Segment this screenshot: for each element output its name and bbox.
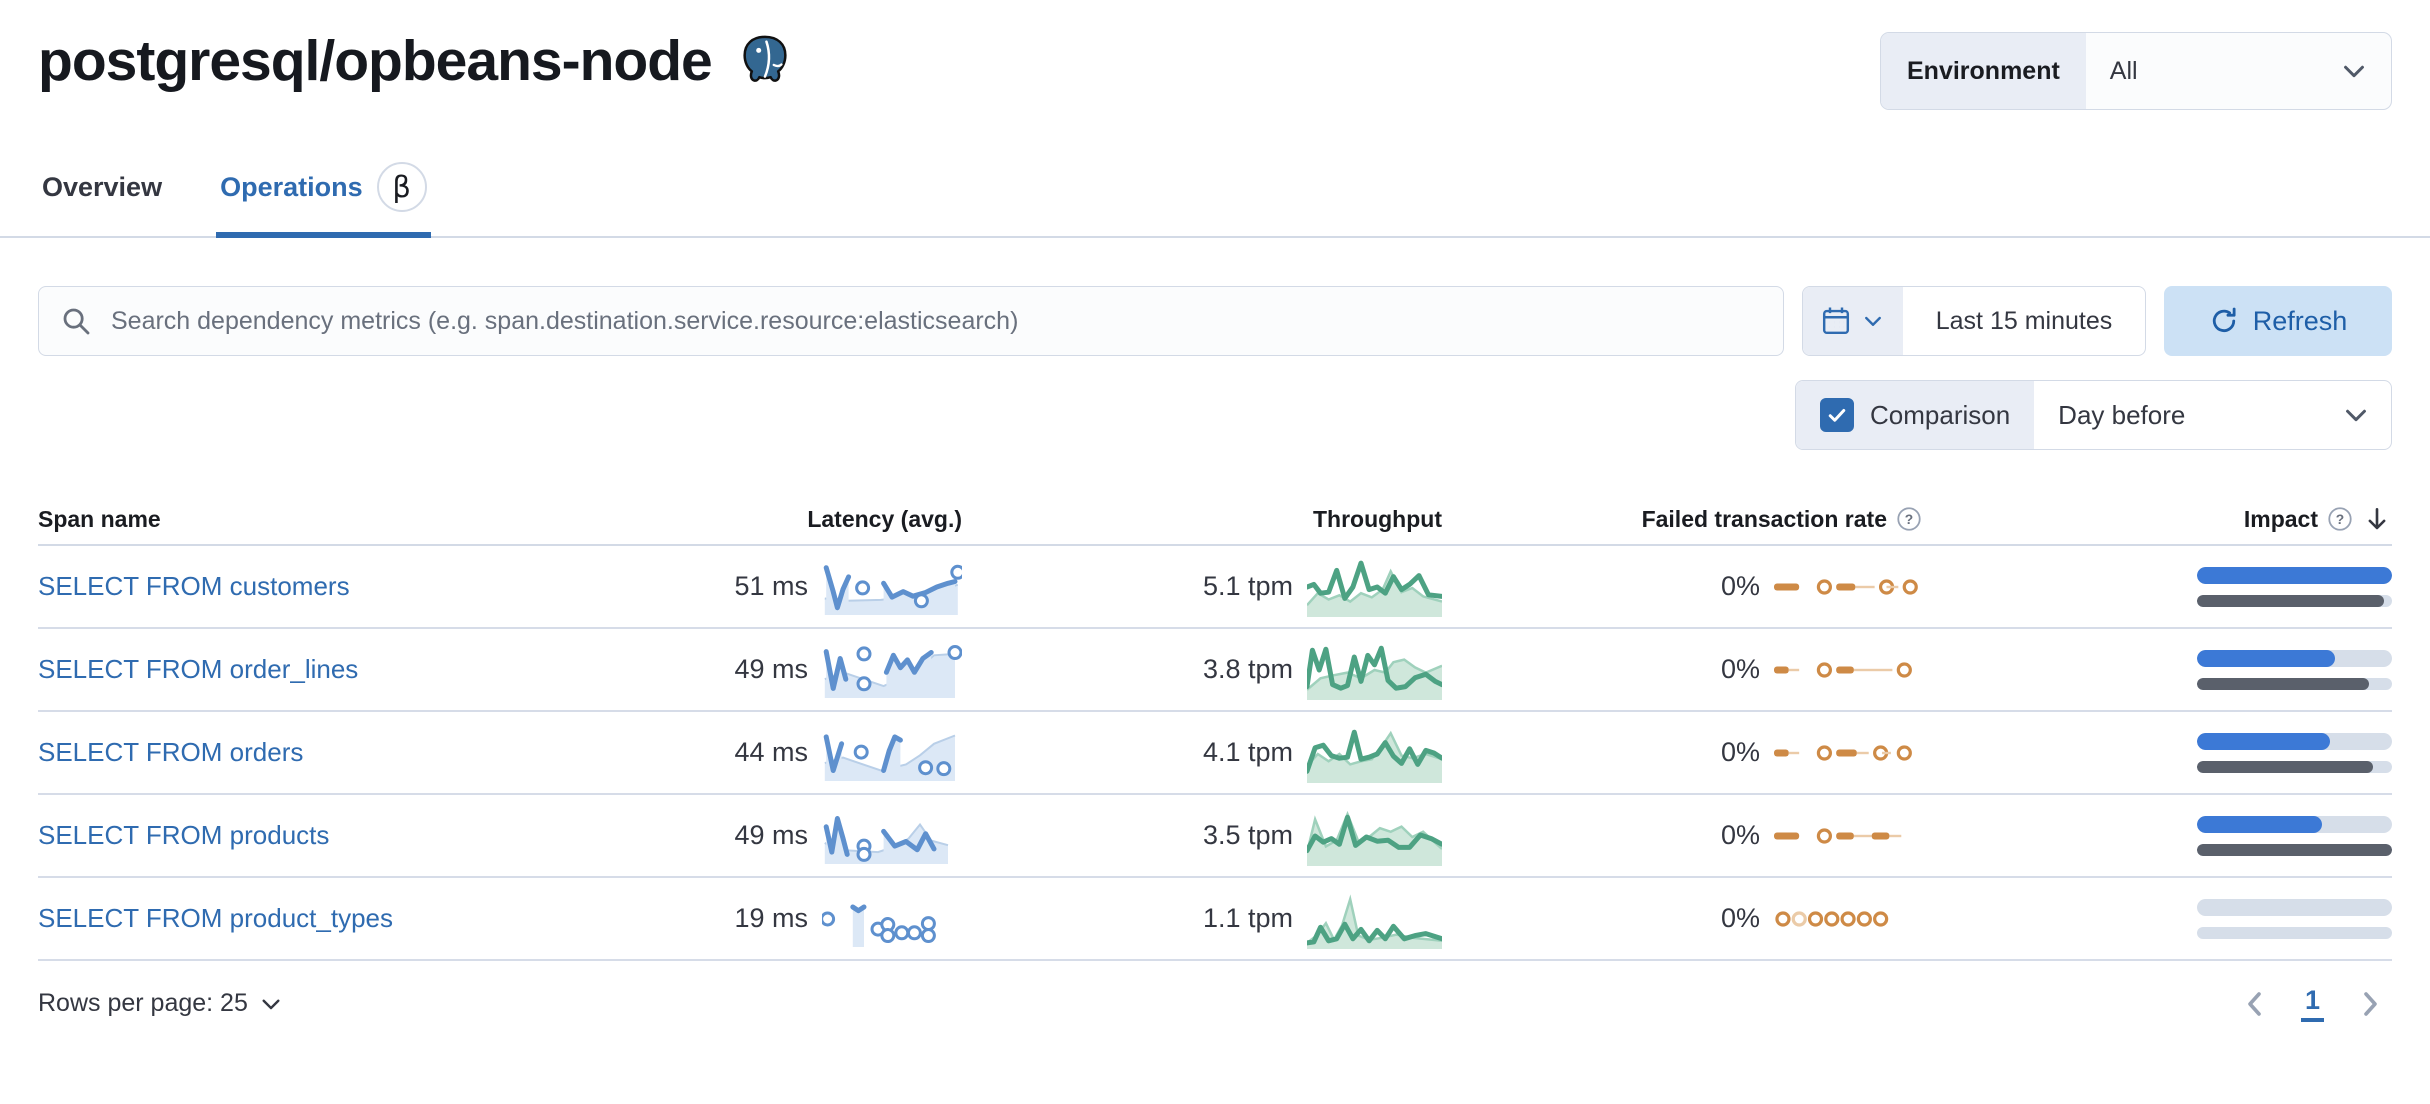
- failed-rate-sparkline: [1774, 827, 1902, 844]
- failed-rate-sparkline: [1774, 578, 1918, 595]
- tabs-bar: Overview Operations β: [0, 144, 2430, 238]
- operations-table: Span name Latency (avg.) Throughput Fail…: [38, 494, 2392, 961]
- environment-label: Environment: [1881, 33, 2086, 109]
- search-icon: [60, 305, 92, 337]
- impact-bars: [2197, 566, 2392, 607]
- pagination: 1: [2239, 985, 2392, 1022]
- tab-operations[interactable]: Operations β: [216, 144, 431, 238]
- comparison-checkbox[interactable]: [1820, 398, 1854, 432]
- throughput-value: 5.1 tpm: [1202, 571, 1293, 601]
- throughput-sparkline: [1307, 560, 1442, 617]
- throughput-value: 1.1 tpm: [1202, 903, 1293, 933]
- chevron-down-icon: [2339, 33, 2391, 109]
- throughput-value: 3.8 tpm: [1202, 654, 1293, 684]
- table-row: SELECT FROM customers 51 ms 5.1 tpm 0%: [38, 546, 2392, 629]
- throughput-sparkline: [1307, 645, 1442, 700]
- calendar-icon: [1821, 306, 1851, 336]
- latency-sparkline: [823, 815, 949, 864]
- column-header-throughput[interactable]: Throughput: [1312, 505, 1442, 532]
- failed-rate-sparkline: [1774, 661, 1912, 678]
- throughput-sparkline: [1307, 729, 1442, 783]
- span-name-link[interactable]: SELECT FROM product_types: [38, 903, 393, 933]
- page-header: postgresql/opbeans-node Environment All: [38, 28, 2392, 110]
- column-header-latency[interactable]: Latency (avg.): [807, 505, 962, 532]
- impact-bars: [2197, 732, 2392, 773]
- sort-descending-icon: [2362, 504, 2392, 534]
- span-name-link[interactable]: SELECT FROM customers: [38, 571, 350, 601]
- beta-badge: β: [376, 162, 427, 212]
- failed-rate-sparkline: [1774, 744, 1912, 761]
- environment-value: All: [2109, 56, 2138, 85]
- search-input[interactable]: [38, 286, 1784, 356]
- latency-value: 44 ms: [734, 737, 808, 767]
- failed-rate-value: 0%: [1720, 903, 1760, 933]
- comparison-toolbar: Comparison Day before: [38, 380, 2392, 450]
- tab-overview[interactable]: Overview: [42, 171, 163, 202]
- impact-bars: [2197, 815, 2392, 856]
- svg-text:?: ?: [2336, 511, 2344, 527]
- table-row: SELECT FROM product_types 19 ms 1.1 tpm …: [38, 878, 2392, 961]
- date-picker-calendar-button[interactable]: [1803, 287, 1903, 355]
- environment-select[interactable]: Environment All: [1880, 32, 2392, 110]
- table-row: SELECT FROM products 49 ms 3.5 tpm 0%: [38, 795, 2392, 878]
- comparison-label: Comparison: [1870, 399, 2011, 430]
- span-name-link[interactable]: SELECT FROM products: [38, 820, 330, 850]
- chevron-down-icon: [2341, 400, 2371, 430]
- next-page-button[interactable]: [2354, 988, 2386, 1020]
- rows-per-page-button[interactable]: Rows per page: 25: [38, 989, 284, 1018]
- table-footer: Rows per page: 25 1: [38, 985, 2392, 1022]
- failed-rate-value: 0%: [1720, 571, 1760, 601]
- latency-sparkline: [823, 644, 962, 698]
- toolbar: Last 15 minutes Refresh: [38, 286, 2392, 356]
- date-picker: Last 15 minutes: [1802, 286, 2146, 356]
- help-icon: ?: [1896, 506, 1922, 532]
- throughput-sparkline: [1307, 810, 1442, 866]
- span-name-link[interactable]: SELECT FROM order_lines: [38, 654, 359, 684]
- failed-rate-sparkline: [1775, 910, 1889, 927]
- throughput-value: 3.5 tpm: [1202, 820, 1293, 850]
- help-icon: ?: [2327, 506, 2353, 532]
- throughput-sparkline: [1307, 893, 1442, 949]
- column-header-impact[interactable]: Impact ?: [1922, 504, 2392, 534]
- latency-value: 49 ms: [734, 820, 808, 850]
- latency-sparkline: [822, 904, 936, 947]
- latency-sparkline: [823, 733, 956, 781]
- throughput-value: 4.1 tpm: [1202, 737, 1293, 767]
- table-header-row: Span name Latency (avg.) Throughput Fail…: [38, 494, 2392, 546]
- latency-value: 51 ms: [734, 571, 808, 601]
- column-header-failed-rate[interactable]: Failed transaction rate ?: [1442, 506, 1922, 533]
- page-number[interactable]: 1: [2300, 985, 2324, 1022]
- refresh-button[interactable]: Refresh: [2164, 286, 2392, 356]
- apm-dependency-page: postgresql/opbeans-node Environment All …: [0, 28, 2430, 1022]
- postgresql-icon: [734, 32, 796, 94]
- refresh-icon: [2209, 306, 2239, 336]
- previous-page-button[interactable]: [2239, 988, 2271, 1020]
- column-header-span-name[interactable]: Span name: [38, 505, 161, 532]
- impact-bars: [2197, 649, 2392, 690]
- failed-rate-value: 0%: [1720, 737, 1760, 767]
- latency-sparkline: [823, 564, 962, 615]
- comparison-control: Comparison Day before: [1795, 380, 2392, 450]
- failed-rate-value: 0%: [1720, 820, 1760, 850]
- chevron-down-icon: [1861, 309, 1885, 333]
- svg-text:?: ?: [1905, 511, 1913, 527]
- table-row: SELECT FROM order_lines 49 ms 3.8 tpm 0%: [38, 629, 2392, 712]
- page-title: postgresql/opbeans-node: [38, 29, 713, 93]
- chevron-down-icon: [258, 991, 284, 1017]
- failed-rate-value: 0%: [1720, 654, 1760, 684]
- latency-value: 49 ms: [734, 654, 808, 684]
- span-name-link[interactable]: SELECT FROM orders: [38, 737, 304, 767]
- latency-value: 19 ms: [734, 903, 808, 933]
- comparison-select[interactable]: Day before: [2034, 381, 2391, 449]
- impact-bars: [2197, 898, 2392, 939]
- table-row: SELECT FROM orders 44 ms 4.1 tpm 0%: [38, 712, 2392, 795]
- time-range-button[interactable]: Last 15 minutes: [1935, 306, 2113, 335]
